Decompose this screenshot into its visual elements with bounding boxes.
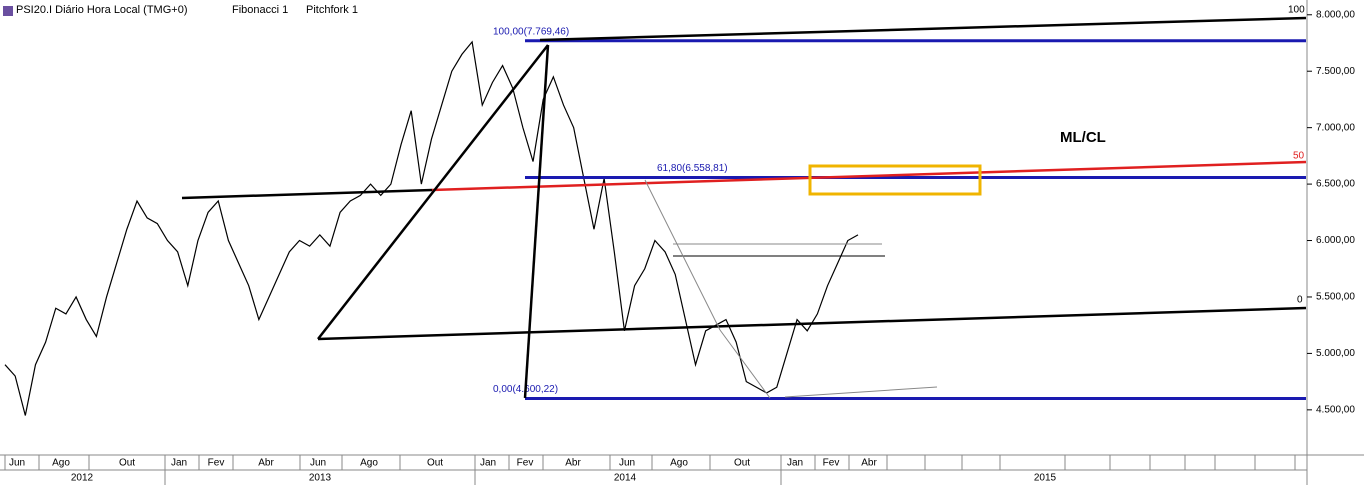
pitchfork-line bbox=[317, 44, 549, 340]
y-tick-label: 4.500,00 bbox=[1316, 404, 1355, 415]
tool-fibonacci[interactable]: Fibonacci 1 bbox=[232, 4, 288, 16]
fib-label: 100,00(7.769,46) bbox=[493, 26, 569, 37]
price-line bbox=[4, 40, 859, 416]
pitchfork-label: 0 bbox=[1297, 295, 1303, 306]
median-line bbox=[431, 160, 1307, 192]
highlight-box bbox=[808, 164, 982, 196]
year-label: 2015 bbox=[1034, 473, 1057, 484]
y-tick-label: 6.500,00 bbox=[1316, 179, 1355, 190]
y-tick-label: 7.000,00 bbox=[1316, 122, 1355, 133]
pitchfork-line bbox=[523, 44, 550, 399]
x-tick-label: Jun bbox=[619, 458, 635, 469]
x-tick-label: Jun bbox=[310, 458, 326, 469]
x-tick-label: Out bbox=[734, 458, 750, 469]
x-tick-label: Abr bbox=[258, 458, 274, 469]
x-tick-label: Jan bbox=[480, 458, 496, 469]
x-tick-label: Out bbox=[119, 458, 135, 469]
y-tick-label: 8.000,00 bbox=[1316, 9, 1355, 20]
x-tick-label: Jun bbox=[9, 458, 25, 469]
pitchfork-label: 100 bbox=[1288, 5, 1305, 16]
x-tick-label: Fev bbox=[208, 458, 225, 469]
symbol: PSI20.I Diário Hora Local (TMG+0) bbox=[16, 4, 187, 16]
pitchfork-line bbox=[317, 306, 1307, 341]
year-label: 2012 bbox=[71, 473, 94, 484]
fib-label: 61,80(6.558,81) bbox=[657, 163, 728, 174]
x-tick-label: Fev bbox=[823, 458, 840, 469]
x-tick-label: Abr bbox=[861, 458, 877, 469]
year-label: 2014 bbox=[614, 473, 637, 484]
pitchfork-line bbox=[181, 188, 433, 200]
x-tick-label: Jan bbox=[787, 458, 803, 469]
x-tick-label: Fev bbox=[517, 458, 534, 469]
trend-line bbox=[784, 386, 938, 398]
pitchfork-label: 50 bbox=[1293, 151, 1305, 162]
pitchfork-line bbox=[539, 16, 1307, 42]
year-label: 2013 bbox=[309, 473, 332, 484]
trend-line bbox=[644, 179, 721, 331]
x-tick-label: Ago bbox=[670, 458, 688, 469]
symbol-icon bbox=[3, 6, 13, 16]
tool-pitchfork[interactable]: Pitchfork 1 bbox=[306, 4, 358, 16]
x-tick-label: Jan bbox=[171, 458, 187, 469]
y-tick-label: 5.000,00 bbox=[1316, 348, 1355, 359]
y-tick-label: 5.500,00 bbox=[1316, 292, 1355, 303]
trend-line bbox=[719, 329, 771, 399]
y-tick-label: 6.000,00 bbox=[1316, 235, 1355, 246]
y-tick-label: 7.500,00 bbox=[1316, 66, 1355, 77]
x-tick-label: Ago bbox=[360, 458, 378, 469]
x-tick-label: Abr bbox=[565, 458, 581, 469]
x-tick-label: Ago bbox=[52, 458, 70, 469]
annotation: ML/CL bbox=[1060, 129, 1106, 146]
x-tick-label: Out bbox=[427, 458, 443, 469]
